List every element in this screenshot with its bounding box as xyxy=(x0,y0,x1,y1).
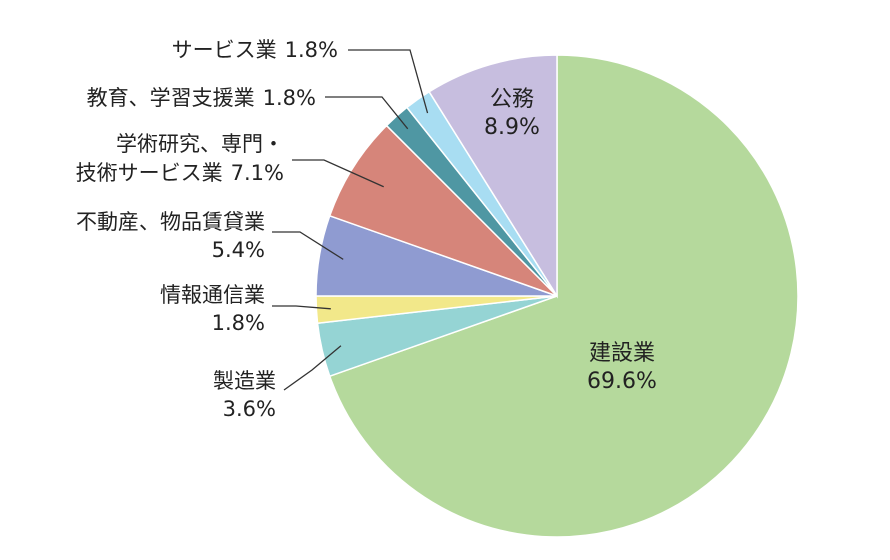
slice-label-gakujutsu-value: 7.1% xyxy=(231,161,284,185)
leader-line-jouhou xyxy=(272,305,331,310)
slice-label-fudousan: 不動産、物品賃貸業 xyxy=(76,210,265,234)
slice-label-gakujutsu-line1: 学術研究、専門・ xyxy=(116,132,284,156)
slice-label-service-name: サービス業 xyxy=(172,38,277,62)
slice-label-gakujutsu-name: 技術サービス業 xyxy=(76,161,223,185)
slice-value-seizou: 3.6% xyxy=(223,397,276,421)
leader-line-kyouiku xyxy=(325,96,409,130)
slice-label-kyouiku-value: 1.8% xyxy=(263,86,316,110)
pie-slice-kensetsu xyxy=(328,54,799,538)
slice-label-jouhou: 情報通信業 xyxy=(160,283,265,307)
slice-label-kyouiku-name: 教育、学習支援業 xyxy=(87,86,255,110)
slice-label-seizou: 製造業 xyxy=(213,369,276,393)
leader-line-gakujutsu xyxy=(292,159,384,188)
slice-value-koumu: 8.9% xyxy=(484,115,540,140)
slice-value-jouhou: 1.8% xyxy=(212,311,265,335)
slice-label-kyouiku: 教育、学習支援業 1.8% xyxy=(87,86,316,110)
slice-label-gakujutsu-line2: 技術サービス業 7.1% xyxy=(76,161,284,185)
slice-value-kensetsu: 69.6% xyxy=(587,369,657,394)
pie-slices xyxy=(315,54,799,538)
leader-line-service xyxy=(348,49,429,114)
leader-line-seizou xyxy=(283,345,342,391)
slice-label-koumu: 公務 xyxy=(490,87,534,112)
leader-line-fudousan xyxy=(272,231,344,260)
pie-slice-koumu xyxy=(428,54,558,299)
pie-slice-gakujutsu xyxy=(328,124,558,297)
slice-label-kensetsu: 建設業 xyxy=(589,341,655,366)
leader-lines xyxy=(272,49,429,391)
slice-label-service: サービス業 1.8% xyxy=(172,38,338,62)
slice-value-fudousan: 5.4% xyxy=(212,238,265,262)
slice-label-service-value: 1.8% xyxy=(285,38,338,62)
